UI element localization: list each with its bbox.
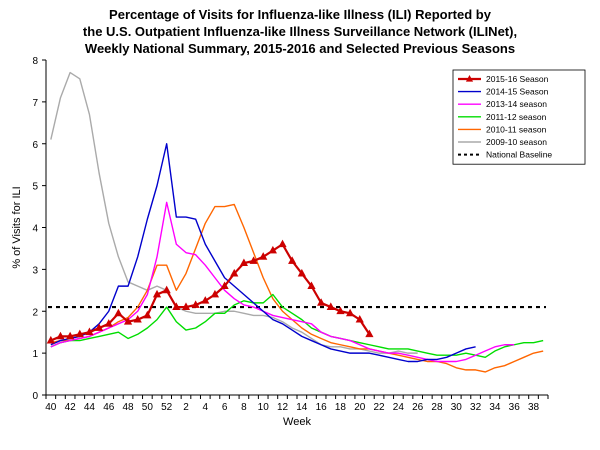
x-tick-label: 52 (161, 402, 173, 413)
series-point-2015-16-season (123, 317, 133, 325)
series-layer (46, 71, 544, 373)
series-point-2015-16-season (133, 314, 142, 323)
series-line-2015-16-season (50, 243, 371, 342)
chart-title-line-1: Percentage of Visits for Influenza-like … (109, 7, 491, 22)
series-line-2011-12-season (50, 293, 544, 359)
series-point-2015-16-season (326, 302, 335, 310)
series-line-2009-10-season (50, 71, 418, 354)
x-tick-label: 20 (354, 402, 366, 413)
y-tick-label: 1 (32, 349, 38, 360)
series-point-2015-16-season (46, 335, 55, 344)
x-tick-label: 6 (222, 402, 228, 413)
y-tick-label: 0 (32, 391, 38, 402)
x-axis-title: Week (283, 416, 311, 428)
series-point-2015-16-season (365, 329, 374, 338)
y-axis-title: % of Visits for ILI (11, 186, 23, 268)
x-tick-label: 32 (470, 402, 482, 413)
series-point-2015-16-season (220, 281, 229, 290)
series-line-2013-14-season (50, 201, 515, 363)
series-point-2015-16-season (56, 331, 65, 340)
legend-label: 2009-10 season (486, 137, 547, 147)
y-tick-label: 2 (32, 307, 38, 318)
legend-label: 2014-15 Season (486, 87, 549, 97)
series-point-2015-16-season (152, 289, 162, 298)
series-point-2015-16-season (66, 331, 75, 340)
x-tick-label: 22 (373, 402, 385, 413)
y-tick-label: 7 (32, 98, 38, 109)
series-point-2015-16-season (249, 256, 258, 264)
series-point-2015-16-season (114, 308, 123, 317)
legend-label: 2013-14 season (486, 99, 547, 109)
series-point-2015-16-season (181, 302, 191, 310)
x-tick-label: 36 (509, 402, 521, 413)
x-tick-label: 46 (103, 402, 115, 413)
y-tick-label: 8 (32, 56, 38, 67)
legend-label: National Baseline (486, 150, 552, 160)
x-tick-label: 34 (489, 402, 501, 413)
x-tick-label: 48 (122, 402, 134, 413)
chart-title-line-3: Weekly National Summary, 2015-2016 and S… (84, 41, 516, 56)
legend: 2015-16 Season 2014-15 Season 2013-14 seas… (452, 69, 586, 165)
x-tick-label: 50 (142, 402, 154, 413)
y-tick-label: 6 (32, 140, 38, 151)
x-tick-label: 2 (183, 402, 189, 413)
series-point-2015-16-season (230, 268, 239, 277)
series-point-2015-16-season (288, 256, 297, 264)
series-line-2014-15-season (50, 143, 476, 363)
x-tick-label: 24 (393, 402, 405, 413)
x-tick-label: 4 (203, 402, 209, 413)
y-tick-label: 3 (32, 265, 38, 276)
x-tick-label: 38 (528, 402, 540, 413)
legend-marker (465, 75, 474, 82)
series-point-2015-16-season (259, 252, 268, 260)
legend-label: 2010-11 season (486, 124, 547, 134)
x-tick-label: 42 (65, 402, 77, 413)
x-tick-label: 28 (431, 402, 443, 413)
y-tick-label: 5 (32, 182, 38, 193)
series-point-2015-16-season (201, 296, 210, 304)
x-tick-label: 12 (277, 402, 289, 413)
series-point-2015-16-season (172, 302, 181, 310)
series-point-2015-16-season (297, 268, 306, 277)
series-point-2015-16-season (336, 306, 345, 315)
series-point-2015-16-season (239, 258, 249, 266)
series-point-2015-16-season (268, 245, 277, 254)
series-point-2015-16-season (210, 289, 220, 298)
legend-label: 2011-12 season (486, 112, 547, 122)
legend-label: 2015-16 Season (486, 74, 549, 84)
series-point-2015-16-season (85, 327, 94, 336)
series-line-2010-11-season (50, 203, 544, 373)
series-point-2015-16-season (104, 319, 113, 327)
y-tick-label: 4 (32, 224, 38, 235)
series-point-2015-16-season (345, 308, 355, 317)
x-tick-label: 40 (45, 402, 57, 413)
series-point-2015-16-season (75, 329, 84, 338)
chart-title: Percentage of Visits for Influenza-like … (0, 6, 600, 57)
series-point-2015-16-season (191, 300, 200, 308)
x-tick-label: 8 (241, 402, 247, 413)
series-point-2015-16-season (94, 323, 104, 331)
x-tick-label: 14 (296, 402, 308, 413)
x-tick-label: 16 (316, 402, 328, 413)
x-tick-label: 10 (258, 402, 270, 413)
x-tick-label: 44 (84, 402, 96, 413)
x-tick-label: 18 (335, 402, 347, 413)
x-tick-label: 26 (412, 402, 424, 413)
series-point-2015-16-season (162, 285, 171, 294)
chart-title-line-2: the U.S. Outpatient Influenza-like Illne… (82, 24, 518, 39)
series-point-2015-16-season (355, 314, 364, 323)
series-point-2015-16-season (307, 281, 316, 290)
x-tick-label: 30 (451, 402, 463, 413)
series-point-2015-16-season (143, 310, 152, 319)
series-point-2015-16-season (317, 298, 326, 306)
series-point-2015-16-season (278, 239, 287, 248)
